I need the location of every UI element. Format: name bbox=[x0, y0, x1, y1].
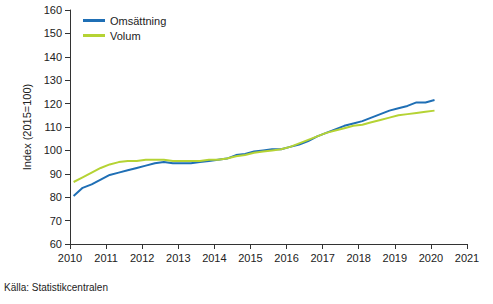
svg-text:2018: 2018 bbox=[346, 252, 370, 264]
svg-text:2014: 2014 bbox=[202, 252, 226, 264]
svg-text:2010: 2010 bbox=[58, 252, 82, 264]
svg-text:80: 80 bbox=[50, 191, 62, 203]
svg-text:Index (2015=100): Index (2015=100) bbox=[21, 84, 33, 171]
svg-text:2021: 2021 bbox=[455, 252, 479, 264]
svg-text:2020: 2020 bbox=[419, 252, 443, 264]
svg-text:2019: 2019 bbox=[383, 252, 407, 264]
svg-text:120: 120 bbox=[44, 98, 62, 110]
svg-text:100: 100 bbox=[44, 144, 62, 156]
svg-text:60: 60 bbox=[50, 238, 62, 250]
svg-text:Omsättning: Omsättning bbox=[110, 15, 166, 27]
svg-text:130: 130 bbox=[44, 74, 62, 86]
svg-text:Källa: Statistikcentralen: Källa: Statistikcentralen bbox=[4, 282, 108, 293]
svg-text:110: 110 bbox=[44, 121, 62, 133]
svg-text:70: 70 bbox=[50, 215, 62, 227]
svg-text:2012: 2012 bbox=[130, 252, 154, 264]
svg-text:Volum: Volum bbox=[110, 30, 141, 42]
svg-text:2017: 2017 bbox=[310, 252, 334, 264]
svg-text:90: 90 bbox=[50, 168, 62, 180]
svg-text:2015: 2015 bbox=[238, 252, 262, 264]
svg-text:2011: 2011 bbox=[94, 252, 118, 264]
svg-text:160: 160 bbox=[44, 4, 62, 16]
svg-text:2016: 2016 bbox=[274, 252, 298, 264]
svg-text:150: 150 bbox=[44, 27, 62, 39]
svg-text:140: 140 bbox=[44, 51, 62, 63]
svg-text:2013: 2013 bbox=[166, 252, 190, 264]
